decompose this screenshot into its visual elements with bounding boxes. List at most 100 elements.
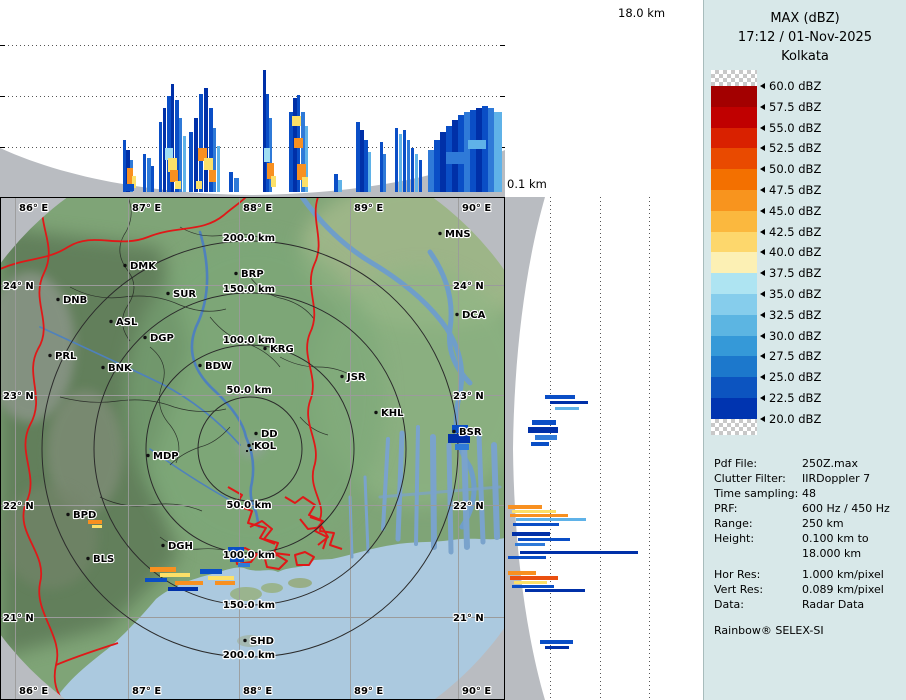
grid-label: 23° N	[453, 391, 484, 402]
echo-rect	[163, 108, 166, 192]
echo-rect	[167, 96, 171, 192]
city-dot	[247, 443, 251, 448]
scale-tick-arrow-icon	[760, 166, 765, 173]
echo-rect	[510, 514, 568, 517]
scale-box	[711, 252, 757, 274]
echo-rect	[230, 557, 244, 562]
grid-label: 90° E	[462, 686, 491, 697]
city-dot	[263, 346, 267, 351]
grid-label: 87° E	[132, 203, 161, 214]
info-value: 18.000 km	[802, 547, 862, 560]
scale-label: 47.5 dBZ	[760, 183, 821, 197]
scale-label-text: 57.5 dBZ	[769, 99, 822, 114]
scale-label-text: 55.0 dBZ	[769, 120, 822, 135]
echo-rect	[508, 571, 536, 575]
site-dot	[252, 443, 254, 445]
info-label: Time sampling:	[714, 487, 799, 500]
city-dot	[101, 365, 105, 370]
city-dot	[146, 453, 150, 458]
echo-rect	[267, 163, 274, 179]
scale-tick-arrow-icon	[760, 395, 765, 401]
city-label: ASL	[116, 317, 138, 328]
echo-rect	[159, 122, 162, 192]
city-label: DNB	[63, 295, 87, 306]
grid-label: 87° E	[132, 686, 161, 697]
city-dot	[166, 291, 170, 296]
scale-label: 35.0 dBZ	[760, 287, 821, 301]
city-label: DGH	[168, 541, 193, 552]
info-value: IIRDoppler 7	[802, 472, 871, 485]
echo-rect	[446, 152, 466, 164]
range-ring	[197, 396, 303, 502]
echo-rect	[175, 581, 203, 585]
city-dot	[123, 263, 127, 268]
echo-rect	[403, 130, 406, 192]
scale-box	[711, 273, 757, 294]
echo-rect	[271, 176, 276, 187]
echo-rect	[228, 547, 244, 551]
grid-label: 88° E	[243, 203, 272, 214]
city-dot	[374, 410, 378, 415]
scale-label: 30.0 dBZ	[760, 329, 821, 343]
info-value: 600 Hz / 450 Hz	[802, 502, 890, 515]
district-boundaries	[59, 196, 355, 558]
scale-tick-arrow-icon	[760, 228, 765, 235]
city-dot	[56, 297, 60, 302]
echo-rect	[545, 646, 569, 649]
scan-datetime: 17:12 / 01-Nov-2025	[737, 30, 873, 45]
scale-label-text: 52.5 dBZ	[769, 141, 822, 156]
scale-box	[711, 231, 757, 253]
city-label: BRP	[241, 269, 264, 280]
info-label: Pdf File:	[714, 457, 758, 470]
info-row: Vert Res: 0.089 km/pixel	[714, 582, 902, 597]
scale-label: 50.0 dBZ	[760, 162, 821, 176]
grid-label: 89° E	[354, 203, 383, 214]
scale-box	[711, 86, 757, 107]
city-dot	[86, 556, 90, 561]
info-value: 1.000 km/pixel	[802, 568, 884, 581]
echo-rect	[204, 158, 213, 170]
info-label: Hor Res:	[714, 568, 761, 581]
scale-tick-arrow-icon	[760, 83, 765, 89]
echo-rect	[488, 108, 494, 192]
height-gridlines	[0, 45, 505, 148]
echo-rect	[428, 150, 434, 192]
echo-rect	[264, 148, 270, 162]
scale-label-text: 60.0 dBZ	[769, 79, 822, 93]
city-dot	[48, 353, 52, 358]
sea-bay-of-bengal	[55, 538, 505, 700]
echo-rect	[512, 532, 550, 536]
echo-rect	[124, 184, 134, 191]
scale-tick-arrow-icon	[760, 311, 765, 318]
echo-rect	[545, 395, 575, 399]
echo-rect	[448, 434, 470, 443]
legend-header: MAX (dBZ) 17:12 / 01-Nov-2025 Kolkata	[704, 0, 906, 66]
scale-box	[711, 377, 757, 398]
echo-rect	[464, 112, 470, 192]
echo-rect	[440, 132, 446, 192]
site-dot	[246, 450, 248, 452]
info-value: 250Z.max	[802, 457, 858, 470]
info-label	[714, 546, 802, 561]
city-label: BPD	[73, 510, 96, 521]
legend-panel: MAX (dBZ) 17:12 / 01-Nov-2025 Kolkata 60…	[703, 0, 906, 700]
islands	[230, 578, 312, 647]
echo-rect	[415, 154, 418, 192]
grid-label: 88° E	[243, 686, 272, 697]
info-label: Data:	[714, 598, 744, 611]
echo-rect	[383, 154, 386, 192]
echo-rect	[512, 510, 556, 513]
city-dot	[452, 429, 456, 434]
scale-tick-arrow-icon	[760, 249, 765, 256]
info-row: Data: Radar Data	[714, 597, 902, 612]
scale-label-text: 35.0 dBZ	[769, 287, 822, 301]
side-panel-radar-echoes	[508, 395, 638, 649]
echo-rect	[294, 138, 303, 148]
range-ring-label: 50.0 km	[226, 500, 271, 511]
scale-box	[711, 127, 757, 149]
scale-box	[711, 169, 757, 190]
city-label: BSR	[459, 427, 482, 438]
echo-rect	[127, 168, 133, 184]
echo-rect	[434, 140, 440, 192]
echo-rect	[175, 181, 181, 189]
